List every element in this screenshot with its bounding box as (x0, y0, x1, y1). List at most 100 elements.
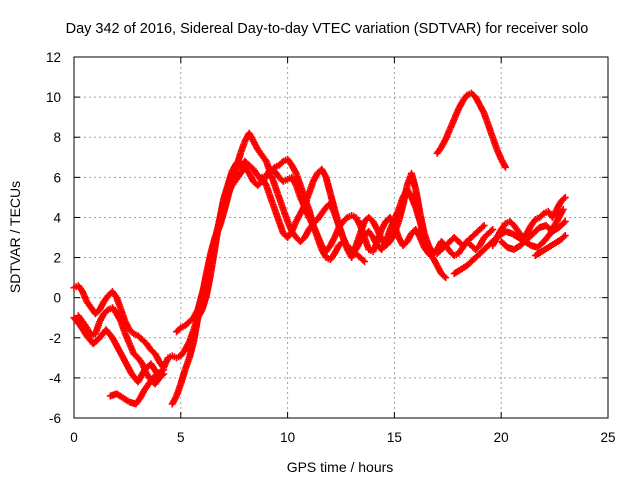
marker-trail (314, 233, 325, 248)
series-layer (70, 89, 569, 408)
marker-trail (242, 159, 252, 168)
marker-trail (169, 394, 180, 406)
marker-trail (233, 151, 244, 170)
marker-trail (152, 351, 163, 364)
marker-trail (537, 211, 546, 220)
marker-trail (507, 219, 517, 228)
marker-trail (545, 209, 555, 220)
marker-trail (554, 207, 566, 224)
marker-trail (126, 342, 137, 356)
marker-trail (331, 243, 342, 256)
marker-trail (97, 311, 107, 324)
marker-trail (460, 93, 470, 104)
marker-trail (194, 291, 206, 312)
marker-trail (116, 347, 128, 364)
marker-trail (469, 243, 478, 252)
marker-trail (310, 223, 321, 238)
marker-trail (140, 337, 149, 346)
marker-trail (91, 335, 102, 347)
marker-trail (426, 251, 435, 260)
marker-trail (281, 231, 290, 240)
marker-trail (133, 395, 143, 406)
marker-trail (558, 233, 568, 242)
marker-trail (293, 171, 304, 188)
marker-trail (93, 307, 102, 316)
marker-trail (139, 362, 150, 376)
marker-trail (541, 231, 553, 244)
marker-trail (533, 249, 544, 258)
marker-trail (451, 107, 462, 121)
marker-trail (122, 331, 133, 346)
y-tick-label: 2 (53, 251, 61, 266)
marker-trail (255, 147, 265, 158)
marker-trail (546, 241, 557, 250)
marker-trail (173, 382, 184, 398)
marker-trail (442, 127, 453, 142)
marker-trail (179, 323, 187, 331)
marker-trail (229, 177, 239, 188)
marker-trail (383, 215, 393, 224)
marker-trail (88, 305, 98, 316)
y-tick-label: 4 (53, 210, 61, 225)
marker-trail (132, 331, 140, 339)
marker-trail (110, 305, 120, 316)
marker-trail (178, 347, 188, 358)
marker-trail (267, 171, 278, 188)
marker-trail (80, 319, 90, 330)
marker-trail (190, 315, 202, 344)
marker-trail (481, 111, 492, 127)
marker-trail (370, 219, 380, 232)
marker-trail (549, 207, 560, 220)
marker-trail (383, 227, 393, 244)
marker-trail (211, 219, 223, 242)
marker-trail (276, 219, 287, 236)
marker-trail (220, 191, 231, 208)
marker-trail (353, 251, 363, 260)
marker-trail (458, 263, 469, 273)
marker-trail (323, 243, 333, 254)
marker-trail (340, 235, 351, 252)
chart-title: Day 342 of 2016, Sidereal Day-to-day VTE… (66, 21, 589, 37)
marker-trail (277, 159, 286, 168)
marker-trail (456, 239, 465, 248)
marker-trail (327, 251, 337, 262)
marker-trail (537, 222, 548, 231)
marker-trail (207, 237, 219, 262)
marker-trail (498, 157, 509, 170)
marker-trail (131, 351, 141, 360)
axis-ticks: 0 5 10 15 20 25 -6 -4 -2 0 2 4 6 8 10 12 (46, 50, 616, 445)
marker-trail (155, 369, 163, 377)
marker-trail (84, 299, 94, 310)
marker-trail (103, 327, 115, 340)
marker-trail (293, 183, 304, 200)
marker-trail (447, 249, 457, 258)
marker-trail (137, 388, 148, 400)
marker-trail (294, 235, 303, 244)
marker-trail (520, 231, 529, 240)
marker-trail (122, 359, 135, 376)
marker-trail (238, 159, 248, 170)
marker-trail (358, 255, 367, 264)
marker-trail (416, 211, 428, 236)
marker-trail (408, 195, 419, 210)
marker-trail (477, 103, 487, 116)
marker-trail (404, 231, 415, 244)
marker-trail (539, 245, 551, 254)
series-arc-11 (497, 217, 569, 254)
marker-trail (518, 237, 530, 248)
marker-trail (276, 195, 287, 212)
y-tick-label: 6 (53, 170, 61, 185)
marker-trail (486, 227, 495, 236)
series-arc-9 (450, 205, 567, 278)
x-tick-label: 15 (387, 430, 402, 445)
marker-trail (142, 381, 152, 392)
marker-trail (203, 257, 214, 280)
marker-trail (430, 247, 440, 256)
marker-trail (250, 139, 261, 152)
marker-trail (473, 243, 482, 252)
marker-trail (512, 243, 523, 252)
marker-trail (315, 167, 324, 176)
marker-trail (469, 90, 478, 100)
marker-trail (374, 227, 385, 242)
marker-trail (297, 203, 308, 216)
